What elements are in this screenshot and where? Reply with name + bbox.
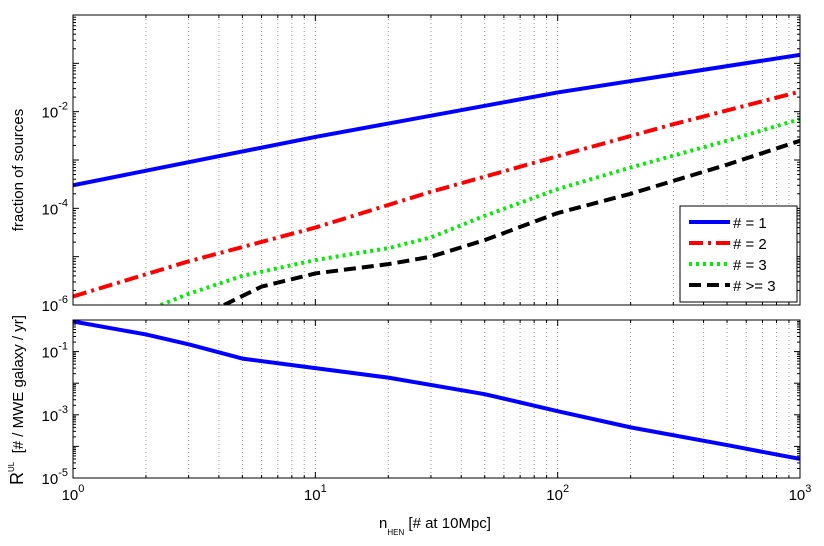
x-tick-label-base: 10 xyxy=(304,487,321,504)
bottom-y-tick-label-base: 10 xyxy=(42,408,59,425)
top-y-tick-label-exp: -6 xyxy=(58,294,68,306)
top-y-tick-label-exp: -2 xyxy=(58,101,68,113)
top-y-tick-label: 10-4 xyxy=(42,197,68,218)
top-y-tick-label-base: 10 xyxy=(42,201,59,218)
top-series-line-4 xyxy=(223,138,800,305)
bottom-y-tick-label: 10-1 xyxy=(42,341,68,362)
x-axis-label-rest: [# at 10Mpc] xyxy=(404,515,491,532)
x-tick-label-exp: 3 xyxy=(805,483,811,495)
x-axis-label: nHEN [# at 10Mpc] xyxy=(379,515,491,537)
top-plot-series xyxy=(73,52,800,305)
bottom-plot-series xyxy=(73,320,800,461)
top-y-tick-label: 10-2 xyxy=(42,101,68,122)
x-axis-label-main: n xyxy=(379,515,387,532)
axis-ticks xyxy=(72,14,801,479)
bottom-y-tick-label: 10-5 xyxy=(42,467,68,488)
top-series-line-1 xyxy=(73,52,800,188)
top-y-axis-label: fraction of sources xyxy=(10,109,27,232)
x-tick-label: 101 xyxy=(304,483,327,504)
bottom-y-tick-label: 10-3 xyxy=(42,404,68,425)
legend-entry-label: # >= 3 xyxy=(733,278,776,295)
x-tick-label-base: 10 xyxy=(62,487,79,504)
x-tick-label-base: 10 xyxy=(789,487,806,504)
bottom-plot-frame xyxy=(72,319,801,479)
bottom-y-tick-label-base: 10 xyxy=(42,471,59,488)
x-tick-label-base: 10 xyxy=(546,487,563,504)
legend-entry-label: # = 3 xyxy=(733,257,767,274)
bottom-series-line-1 xyxy=(73,320,800,461)
x-tick-label: 102 xyxy=(546,483,569,504)
x-tick-label-exp: 0 xyxy=(78,483,84,495)
top-y-tick-label: 10-6 xyxy=(42,294,68,315)
bottom-y-axis-label-rest: [# / MWE galaxy / yr] xyxy=(10,315,27,462)
bottom-y-tick-label-exp: -1 xyxy=(58,341,68,353)
bottom-y-axis-label-main: R xyxy=(7,472,27,485)
x-tick-label: 103 xyxy=(789,483,812,504)
bottom-y-tick-label-base: 10 xyxy=(42,345,59,362)
x-tick-label: 100 xyxy=(62,483,85,504)
legend: # = 1 # = 2 # = 3 # >= 3 xyxy=(679,205,798,303)
x-tick-label-exp: 2 xyxy=(563,483,569,495)
x-tick-label-exp: 1 xyxy=(321,483,327,495)
top-y-tick-label-base: 10 xyxy=(42,298,59,315)
bottom-y-tick-label-exp: -3 xyxy=(58,404,68,416)
x-axis-label-sub: HEN xyxy=(387,528,404,537)
legend-entry-label: # = 2 xyxy=(733,236,767,253)
bottom-y-axis-label-sup: UL xyxy=(7,461,16,472)
top-y-tick-label-base: 10 xyxy=(42,105,59,122)
legend-entry-label: # = 1 xyxy=(733,215,767,232)
top-y-tick-label-exp: -4 xyxy=(58,197,68,209)
top-series-line-2 xyxy=(73,89,800,299)
bottom-y-tick-label-exp: -5 xyxy=(58,467,68,479)
bottom-plot-grid xyxy=(145,320,790,478)
bottom-y-axis-label: RUL [# / MWE galaxy / yr] xyxy=(7,315,27,485)
